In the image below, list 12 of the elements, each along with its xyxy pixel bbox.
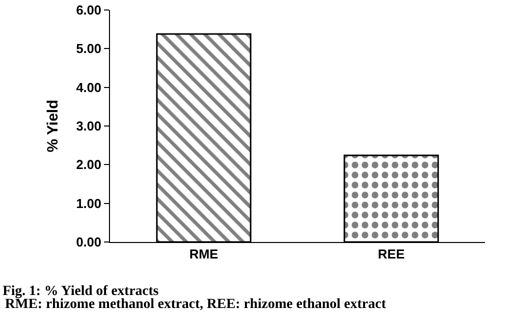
y-tick-label: 4.00 <box>76 80 102 95</box>
y-axis-title: % Yield <box>44 100 62 152</box>
y-tick-label: 0.00 <box>76 234 102 250</box>
x-tick-label: RME <box>189 246 219 262</box>
text: RME: rhizome methanol extract, REE: rhizome ethanol extract <box>5 297 386 312</box>
y-tick-label: 6.00 <box>76 2 102 18</box>
y-tick-label: 2.00 <box>76 157 102 172</box>
y-tick-label: 1.00 <box>76 196 102 211</box>
x-tick-label: REE <box>378 246 405 262</box>
y-tick-label: 5.00 <box>76 41 102 56</box>
y-tick-label: 3.00 <box>76 118 102 134</box>
text: Fig. 1: % Yield of extracts <box>2 284 160 299</box>
